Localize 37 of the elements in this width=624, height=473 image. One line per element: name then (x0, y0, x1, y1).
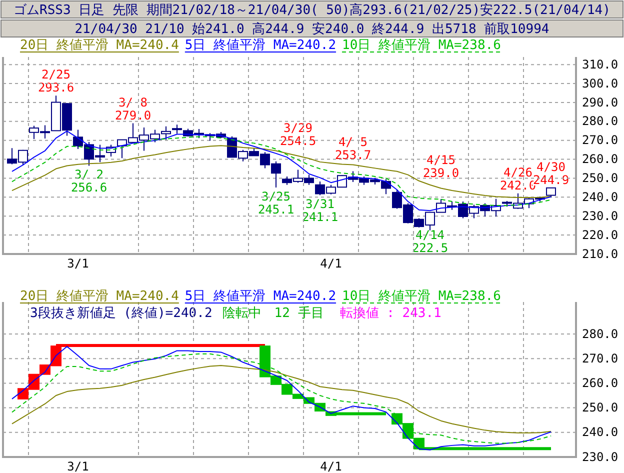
y-tick-label: 290.0 (582, 95, 618, 110)
annotation: 4/15 239.0 (422, 152, 460, 180)
y-tick-label: 250.0 (582, 171, 618, 186)
annotation: 3/25 245.1 (258, 190, 294, 217)
x-tick-label: 4/1 (320, 256, 342, 271)
chart-subtitle: 21/04/30 21/10 始241.0 高244.9 安240.0 終244.9 出5718 前取10994 (74, 21, 550, 37)
text: 5日 終値平滑 MA=240.2 (184, 289, 336, 304)
y-tick-label: 280.0 (582, 326, 618, 341)
text: 20日 終値平滑 MA=240.4 (20, 38, 180, 53)
y-tick-label: 230.0 (582, 208, 618, 223)
x-tick-label: 3/1 (67, 256, 89, 271)
y-tick-label: 300.0 (582, 76, 618, 90)
y-tick-label: 230.0 (582, 450, 618, 464)
y-tick-label: 280.0 (582, 114, 618, 128)
annotation: 4/14 222.5 (412, 228, 448, 255)
text: 10日 終値平滑 MA=238.6 (342, 38, 501, 53)
header-panel: 21/04/30 21/10 始241.0 高244.9 安240.0 終244.9 出5718 前取10994 (0, 20, 624, 38)
header-panel: ゴムRSS3 日足 先限 期間21/02/18～21/04/30( 50)高293.6(21/02/25)安222.5(21/04/14) (0, 0, 624, 18)
y-tick-label: 260.0 (582, 376, 618, 390)
text: 10日 終値平滑 MA=238.6 (342, 289, 501, 304)
annotation: 3/29 254.5 (280, 121, 316, 148)
annotation: 陰転中 12 手目 (222, 306, 324, 321)
y-tick-label: 260.0 (582, 152, 618, 166)
y-tick-label: 240.0 (582, 190, 618, 204)
y-tick-label: 270.0 (582, 133, 618, 148)
y-tick-label: 220.0 (582, 228, 618, 242)
y-tick-label: 270.0 (582, 351, 618, 366)
y-tick-label: 310.0 (582, 57, 618, 72)
x-tick-label: 4/1 (320, 460, 342, 473)
y-tick-label: 210.0 (582, 246, 618, 261)
text: 20日 終値平滑 MA=240.4 (20, 289, 180, 304)
y-tick-label: 250.0 (582, 400, 618, 415)
annotation: 4/ 5 253.7 (334, 135, 372, 162)
text: 5日 終値平滑 MA=240.2 (184, 38, 336, 53)
annotation: 3/31 241.1 (302, 197, 338, 224)
x-tick-label: 3/1 (67, 460, 89, 473)
y-tick-label: 240.0 (582, 425, 618, 440)
